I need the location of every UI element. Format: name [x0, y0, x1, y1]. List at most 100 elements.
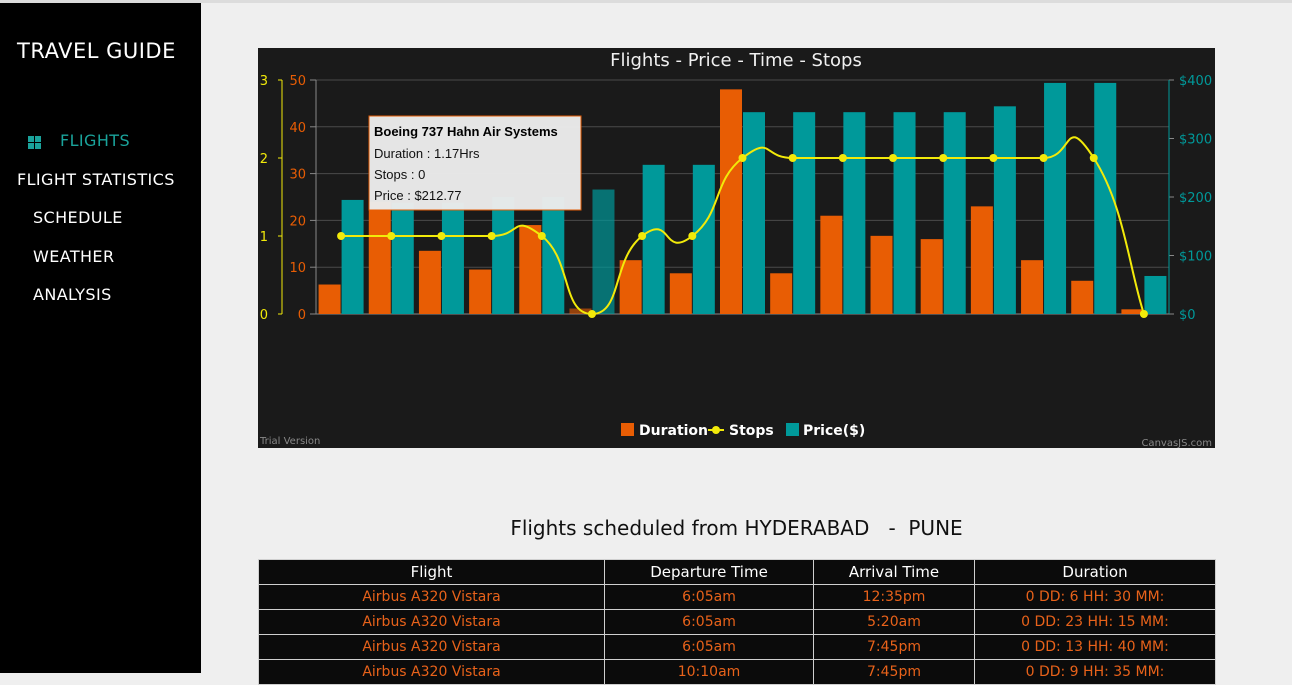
nav-weather[interactable]: WEATHER: [33, 247, 115, 266]
cell-arrival: 7:45pm: [813, 659, 975, 685]
tooltip-line: Price : $212.77: [374, 188, 461, 203]
stops-point: [838, 154, 847, 162]
grid-icon: [28, 136, 41, 149]
price-bar: [993, 106, 1016, 314]
y-tick-price: $100: [1179, 250, 1212, 265]
y-tick-duration: 50: [289, 74, 306, 89]
duration-bar: [870, 235, 893, 314]
legend-swatch-duration: [621, 423, 634, 436]
stops-point: [537, 232, 546, 240]
stops-point: [738, 154, 747, 162]
cell-departure: 6:05am: [604, 584, 814, 610]
price-bar: [391, 202, 414, 314]
duration-bar: [519, 225, 542, 314]
y-tick-duration: 40: [289, 121, 306, 136]
nav-flight-statistics[interactable]: FLIGHT STATISTICS: [17, 170, 175, 189]
price-bar: [692, 164, 715, 314]
stops-point: [688, 232, 697, 240]
duration-bar: [720, 89, 742, 314]
duration-bar: [1121, 309, 1144, 314]
price-bar: [542, 197, 565, 314]
legend-stops: Stops: [729, 423, 774, 439]
cell-flight: Airbus A320 Vistara: [258, 659, 605, 685]
table-row[interactable]: Airbus A320 Vistara 6:05am 12:35pm 0 DD:…: [258, 584, 1216, 610]
duration-bar: [619, 260, 642, 314]
tooltip-title: Boeing 737 Hahn Air Systems: [374, 124, 558, 139]
stops-point: [1089, 154, 1098, 162]
stops-point: [587, 310, 596, 318]
y-tick-duration: 20: [289, 214, 306, 229]
stops-point: [337, 232, 346, 240]
sidebar: TRAVEL GUIDE FLIGHTS FLIGHT STATISTICS S…: [0, 3, 201, 673]
header-arrival: Arrival Time: [813, 559, 975, 585]
watermark-canvasjs: CanvasJS.com: [1141, 438, 1212, 448]
header-flight: Flight: [258, 559, 605, 585]
flights-chart: Flights - Price - Time - Stops 0 10 20 30 40 5…: [258, 48, 1215, 448]
price-bar: [341, 199, 364, 314]
y-tick-price: $300: [1179, 133, 1212, 148]
cell-flight: Airbus A320 Vistara: [258, 634, 605, 660]
legend-duration: Duration: [639, 423, 708, 439]
chart-title: Flights - Price - Time - Stops: [610, 50, 862, 71]
table-row[interactable]: Airbus A320 Vistara 6:05am 5:20am 0 DD: …: [258, 609, 1216, 635]
stops-point: [989, 154, 998, 162]
duration-bar: [318, 284, 341, 314]
cell-arrival: 7:45pm: [813, 634, 975, 660]
cell-departure: 10:10am: [604, 659, 814, 685]
y-tick-price: $200: [1179, 191, 1212, 206]
y-tick-stops: 1: [260, 230, 268, 245]
stops-point: [638, 232, 647, 240]
y-tick-stops: 3: [260, 74, 268, 89]
nav-analysis[interactable]: ANALYSIS: [33, 285, 112, 304]
cell-flight: Airbus A320 Vistara: [258, 584, 605, 610]
price-bar: [943, 112, 966, 314]
watermark-trial: Trial Version: [259, 436, 320, 447]
legend-marker-stops: [712, 426, 720, 434]
cell-arrival: 5:20am: [813, 609, 975, 635]
duration-bar: [920, 239, 943, 314]
cell-departure: 6:05am: [604, 609, 814, 635]
duration-bar: [1071, 280, 1094, 314]
stops-point: [889, 154, 898, 162]
price-bar: [1044, 82, 1067, 314]
cell-arrival: 12:35pm: [813, 584, 975, 610]
chart-svg: Flights - Price - Time - Stops0102030405…: [259, 50, 1212, 448]
duration-bar: [669, 273, 692, 314]
price-bar: [642, 164, 665, 314]
y-tick-price: $400: [1179, 74, 1212, 89]
cell-duration: 0 DD: 23 HH: 15 MM:: [974, 609, 1216, 635]
stops-point: [1139, 310, 1148, 318]
nav-schedule[interactable]: SCHEDULE: [33, 208, 123, 227]
schedule-title: Flights scheduled from HYDERABAD - PUNE: [510, 516, 963, 540]
tooltip-line: Duration : 1.17Hrs: [374, 146, 480, 161]
nav-flights[interactable]: FLIGHTS: [60, 131, 130, 150]
y-tick-duration: 30: [289, 168, 306, 183]
price-bar: [793, 112, 816, 314]
table-row[interactable]: Airbus A320 Vistara 6:05am 7:45pm 0 DD: …: [258, 634, 1216, 660]
price-bar: [1094, 82, 1117, 314]
table-header-row: Flight Departure Time Arrival Time Durat…: [258, 559, 1216, 585]
stops-point: [487, 232, 496, 240]
y-tick-price: $0: [1179, 308, 1196, 323]
brand-title: TRAVEL GUIDE: [17, 39, 176, 63]
duration-bar: [820, 215, 843, 314]
duration-bar: [770, 273, 793, 314]
duration-bar: [418, 250, 441, 314]
y-tick-stops: 0: [260, 308, 268, 323]
table-row[interactable]: Airbus A320 Vistara 10:10am 7:45pm 0 DD:…: [258, 659, 1216, 685]
cell-duration: 0 DD: 9 HH: 35 MM:: [974, 659, 1216, 685]
header-departure: Departure Time: [604, 559, 814, 585]
price-bar: [1144, 275, 1167, 314]
y-tick-stops: 2: [260, 152, 268, 167]
legend-price: Price($): [803, 423, 865, 439]
stops-point: [788, 154, 797, 162]
duration-bar: [368, 201, 391, 314]
price-bar: [893, 112, 916, 314]
price-bar: [441, 202, 464, 314]
duration-bar: [970, 206, 993, 314]
price-bar: [843, 112, 866, 314]
cell-flight: Airbus A320 Vistara: [258, 609, 605, 635]
tooltip-box: [368, 115, 582, 211]
y-tick-duration: 0: [298, 308, 306, 323]
stops-point: [387, 232, 396, 240]
